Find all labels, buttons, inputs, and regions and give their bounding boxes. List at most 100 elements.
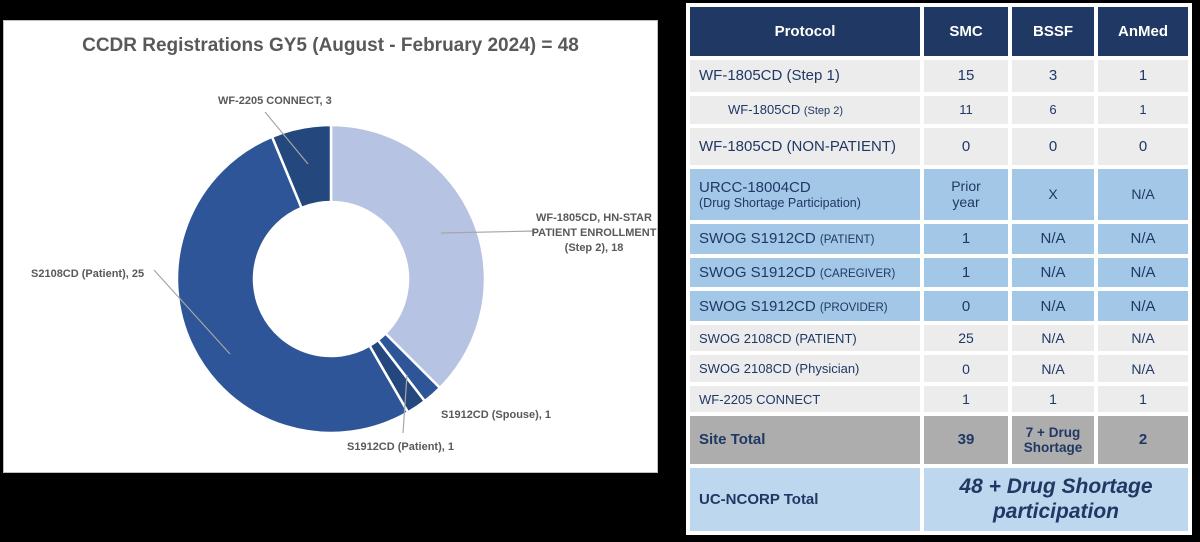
protocol-label-paren: (CAREGIVER) (819, 268, 896, 281)
pie-label-patient: S1912CD (Patient), 1 (347, 441, 454, 453)
bssf-cell: 0 (1012, 128, 1094, 165)
protocol-label: SWOG S1912CD (699, 230, 816, 248)
pie-label-step2-line2: PATIENT ENROLLMENT (531, 227, 657, 239)
protocol-label: WF-1805CD (728, 102, 801, 118)
smc-total-cell: 39 (924, 415, 1008, 464)
anmed-cell: N/A (1098, 258, 1188, 287)
protocol-cell: URCC-18004CD (Drug Shortage Participatio… (690, 168, 920, 220)
anmed-cell: N/A (1098, 290, 1188, 322)
smc-cell: 1 (924, 386, 1008, 412)
smc-cell: 11 (924, 95, 1008, 125)
donut-segment-4 (270, 123, 333, 210)
protocol-cell: SWOG 2108CD (Physician) (690, 354, 920, 383)
row-2108-physician: SWOG 2108CD (Physician) 0 N/A N/A (690, 354, 1188, 383)
header-bssf: BSSF (1012, 7, 1094, 56)
protocol-label-sub: (Drug Shortage Participation) (699, 195, 861, 210)
bssf-cell: N/A (1012, 258, 1094, 287)
protocol-cell: WF-1805CD (Step 2) (690, 95, 920, 125)
chart-title: CCDR Registrations GY5 (August - Februar… (82, 35, 579, 56)
site-total-label-cell: Site Total (690, 415, 920, 464)
protocol-label: SWOG 2108CD (Physician) (699, 361, 860, 377)
anmed-cell: 0 (1098, 128, 1188, 165)
ucncorp-total-cell: 48 + Drug Shortage participation (924, 467, 1188, 531)
protocol-cell: SWOG 2108CD (PATIENT) (690, 325, 920, 351)
pie-label-s2108: S2108CD (Patient), 25 (31, 268, 145, 280)
protocol-label: WF-1805CD (NON-PATIENT) (699, 137, 896, 155)
anmed-cell: N/A (1098, 223, 1188, 255)
header-anmed: AnMed (1098, 7, 1188, 56)
protocol-label: SWOG S1912CD (699, 264, 816, 282)
protocol-cell: WF-1805CD (NON-PATIENT) (690, 128, 920, 165)
protocol-cell: SWOG S1912CD (CAREGIVER) (690, 258, 920, 287)
donut-chart-panel: CCDR Registrations GY5 (August - Februar… (3, 20, 658, 473)
header-protocol: Protocol (690, 7, 920, 56)
protocol-label-paren: (Step 2) (803, 105, 844, 118)
row-site-total: Site Total 39 7 + Drug Shortage 2 (690, 415, 1188, 464)
table-header-row: Protocol SMC BSSF AnMed (690, 7, 1188, 56)
row-s1912-caregiver: SWOG S1912CD (CAREGIVER) 1 N/A N/A (690, 258, 1188, 287)
leader-lines (153, 111, 536, 434)
protocol-label: URCC-18004CD (699, 178, 811, 196)
anmed-cell: N/A (1098, 354, 1188, 383)
row-wf2205-connect: WF-2205 CONNECT 1 1 1 (690, 386, 1188, 412)
bssf-cell: 1 (1012, 386, 1094, 412)
protocol-cell: SWOG S1912CD (PROVIDER) (690, 290, 920, 322)
smc-cell: 1 (924, 258, 1008, 287)
protocol-label: WF-2205 CONNECT (699, 391, 821, 407)
protocol-label: SWOG 2108CD (PATIENT) (699, 330, 857, 346)
row-s1912-provider: SWOG S1912CD (PROVIDER) 0 N/A N/A (690, 290, 1188, 322)
bssf-total-cell: 7 + Drug Shortage (1012, 415, 1094, 464)
row-s1912-patient: SWOG S1912CD (PATIENT) 1 N/A N/A (690, 223, 1188, 255)
leader-patient (402, 374, 408, 434)
bssf-cell: X (1012, 168, 1094, 220)
row-2108-patient: SWOG 2108CD (PATIENT) 25 N/A N/A (690, 325, 1188, 351)
anmed-cell: 1 (1098, 59, 1188, 92)
bssf-cell: N/A (1012, 223, 1094, 255)
pie-label-step2-line3: (Step 2), 18 (564, 242, 624, 254)
leader-s2108 (153, 269, 231, 355)
protocol-cell: WF-1805CD (Step 1) (690, 59, 920, 92)
smc-cell: 0 (924, 354, 1008, 383)
row-wf1805-step2: WF-1805CD (Step 2) 11 6 1 (690, 95, 1188, 125)
bssf-cell: N/A (1012, 354, 1094, 383)
anmed-total-cell: 2 (1098, 415, 1188, 464)
protocol-label: SWOG S1912CD (699, 297, 816, 315)
donut-segments (175, 123, 487, 435)
donut-chart (153, 111, 536, 435)
smc-cell: 0 (924, 128, 1008, 165)
smc-cell: 1 (924, 223, 1008, 255)
header-smc: SMC (924, 7, 1008, 56)
pie-label-step2: WF-1805CD, HN-STAR PATIENT ENROLLMENT (S… (528, 211, 660, 256)
leader-wf2205 (264, 111, 309, 165)
pie-label-wf2205: WF-2205 CONNECT, 3 (218, 95, 332, 107)
smc-cell: 0 (924, 290, 1008, 322)
donut-segment-0 (329, 123, 487, 390)
smc-cell: Prior year (924, 168, 1008, 220)
pie-label-spouse: S1912CD (Spouse), 1 (441, 409, 552, 421)
row-ucncorp-total: UC-NCORP Total 48 + Drug Shortage partic… (690, 467, 1188, 531)
protocol-cell: SWOG S1912CD (PATIENT) (690, 223, 920, 255)
anmed-cell: N/A (1098, 168, 1188, 220)
ucncorp-label-cell: UC-NCORP Total (690, 467, 920, 531)
anmed-cell: 1 (1098, 386, 1188, 412)
bssf-cell: N/A (1012, 325, 1094, 351)
smc-cell: 25 (924, 325, 1008, 351)
smc-cell: 15 (924, 59, 1008, 92)
donut-segment-3 (175, 135, 410, 435)
row-wf1805-nonpatient: WF-1805CD (NON-PATIENT) 0 0 0 (690, 128, 1188, 165)
protocol-label-paren: (PROVIDER) (819, 301, 888, 314)
row-wf1805-step1: WF-1805CD (Step 1) 15 3 1 (690, 59, 1188, 92)
protocol-cell: WF-2205 CONNECT (690, 386, 920, 412)
protocol-label: WF-1805CD (Step 1) (699, 67, 840, 85)
row-urcc18004: URCC-18004CD (Drug Shortage Participatio… (690, 168, 1188, 220)
registrations-table: Protocol SMC BSSF AnMed WF-1805CD (Step … (686, 3, 1192, 535)
bssf-cell: 6 (1012, 95, 1094, 125)
protocol-label-paren: (PATIENT) (819, 234, 875, 247)
bssf-cell: 3 (1012, 59, 1094, 92)
pie-label-step2-line1: WF-1805CD, HN-STAR (536, 212, 652, 224)
bssf-cell: N/A (1012, 290, 1094, 322)
anmed-cell: 1 (1098, 95, 1188, 125)
anmed-cell: N/A (1098, 325, 1188, 351)
leader-step2 (440, 230, 536, 234)
